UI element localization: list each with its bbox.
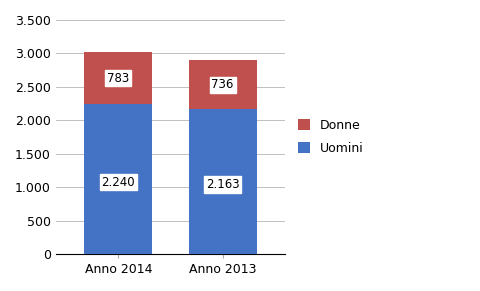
Text: 2.163: 2.163 (206, 178, 240, 191)
Text: 783: 783 (107, 72, 130, 85)
Bar (84, 104, 152, 254)
Bar (84, 52, 152, 104)
Text: 736: 736 (212, 78, 234, 91)
Bar (189, 109, 257, 254)
Legend: Donne, Uomini: Donne, Uomini (294, 115, 368, 159)
Bar (189, 60, 257, 109)
Text: 2.240: 2.240 (102, 175, 135, 189)
